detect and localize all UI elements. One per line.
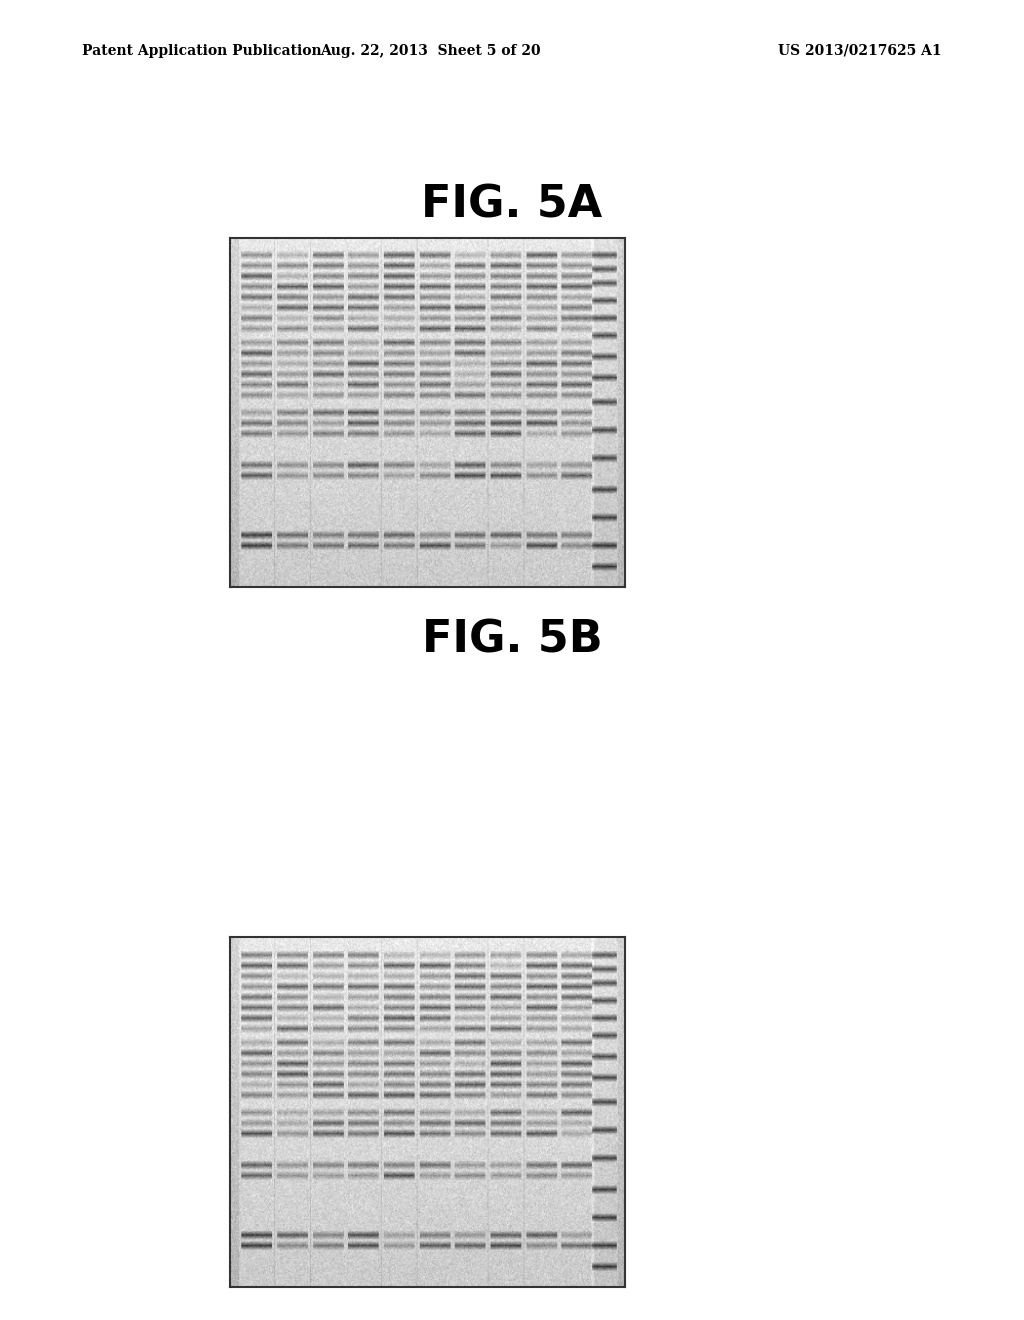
- Text: Patent Application Publication: Patent Application Publication: [82, 44, 322, 58]
- Text: FIG. 5A: FIG. 5A: [421, 183, 603, 226]
- Text: US 2013/0217625 A1: US 2013/0217625 A1: [778, 44, 942, 58]
- Text: Aug. 22, 2013  Sheet 5 of 20: Aug. 22, 2013 Sheet 5 of 20: [319, 44, 541, 58]
- Text: FIG. 5B: FIG. 5B: [422, 619, 602, 661]
